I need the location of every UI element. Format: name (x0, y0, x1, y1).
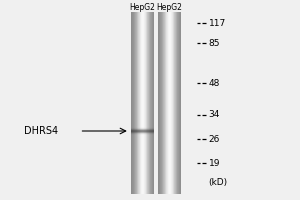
Bar (159, 12, 160, 194)
Bar (146, 12, 147, 194)
Bar (161, 12, 162, 194)
Bar (180, 12, 181, 194)
Bar (131, 129, 154, 130)
Bar (148, 12, 149, 194)
Text: HepG2: HepG2 (157, 2, 182, 11)
Bar (131, 127, 154, 128)
Bar (175, 12, 176, 194)
Bar (153, 12, 154, 194)
Bar (139, 12, 140, 194)
Bar (138, 12, 139, 194)
Bar (173, 12, 174, 194)
Bar (174, 12, 175, 194)
Bar (139, 12, 140, 194)
Bar (180, 12, 181, 194)
Bar (131, 133, 154, 134)
Bar (135, 12, 136, 194)
Text: 85: 85 (208, 38, 220, 47)
Text: 117: 117 (208, 19, 226, 27)
Bar (171, 12, 172, 194)
Bar (137, 12, 138, 194)
Bar (140, 12, 141, 194)
Bar (165, 12, 166, 194)
Bar (166, 12, 167, 194)
Bar (144, 12, 145, 194)
Bar (152, 12, 153, 194)
Bar (150, 12, 151, 194)
Bar (131, 134, 154, 135)
Bar (160, 12, 161, 194)
Bar (167, 12, 168, 194)
Bar (142, 12, 143, 194)
Bar (172, 12, 173, 194)
Bar (171, 12, 172, 194)
Bar (178, 12, 179, 194)
Bar (160, 12, 161, 194)
Bar (162, 12, 163, 194)
Bar (177, 12, 178, 194)
Bar (174, 12, 175, 194)
Bar (175, 12, 176, 194)
Bar (165, 12, 166, 194)
Bar (133, 12, 134, 194)
Bar (131, 12, 132, 194)
Bar (172, 12, 173, 194)
Bar (141, 12, 142, 194)
Bar (163, 12, 164, 194)
Bar (177, 12, 178, 194)
Bar (147, 12, 148, 194)
Text: 34: 34 (208, 110, 220, 119)
Bar (131, 128, 154, 129)
Bar (149, 12, 150, 194)
Bar (170, 12, 171, 194)
Bar (147, 12, 148, 194)
Text: 48: 48 (208, 78, 220, 88)
Bar (133, 12, 134, 194)
Bar (132, 12, 133, 194)
Bar (134, 12, 135, 194)
Bar (131, 132, 154, 133)
Bar (131, 130, 154, 131)
Bar (166, 12, 167, 194)
Bar (169, 12, 170, 194)
Bar (131, 131, 154, 132)
Bar (151, 12, 152, 194)
Bar (150, 12, 151, 194)
Bar (158, 12, 159, 194)
Bar (164, 12, 165, 194)
Bar (169, 12, 170, 194)
Bar (163, 12, 164, 194)
Bar (148, 12, 149, 194)
Bar (132, 12, 133, 194)
Bar (169, 12, 170, 194)
Bar (136, 12, 137, 194)
Bar (151, 12, 152, 194)
Bar (141, 12, 142, 194)
Text: 26: 26 (208, 134, 220, 144)
Text: DHRS4: DHRS4 (24, 126, 58, 136)
Text: (kD): (kD) (208, 178, 228, 188)
Bar (168, 12, 169, 194)
Bar (145, 12, 146, 194)
Bar (153, 12, 154, 194)
Bar (142, 12, 143, 194)
Bar (179, 12, 180, 194)
Text: 19: 19 (208, 158, 220, 168)
Bar (168, 12, 169, 194)
Bar (144, 12, 145, 194)
Bar (145, 12, 146, 194)
Bar (138, 12, 139, 194)
Bar (176, 12, 177, 194)
Text: HepG2: HepG2 (130, 2, 155, 11)
Bar (159, 12, 160, 194)
Bar (162, 12, 163, 194)
Bar (143, 12, 144, 194)
Bar (178, 12, 179, 194)
Bar (136, 12, 137, 194)
Bar (135, 12, 136, 194)
